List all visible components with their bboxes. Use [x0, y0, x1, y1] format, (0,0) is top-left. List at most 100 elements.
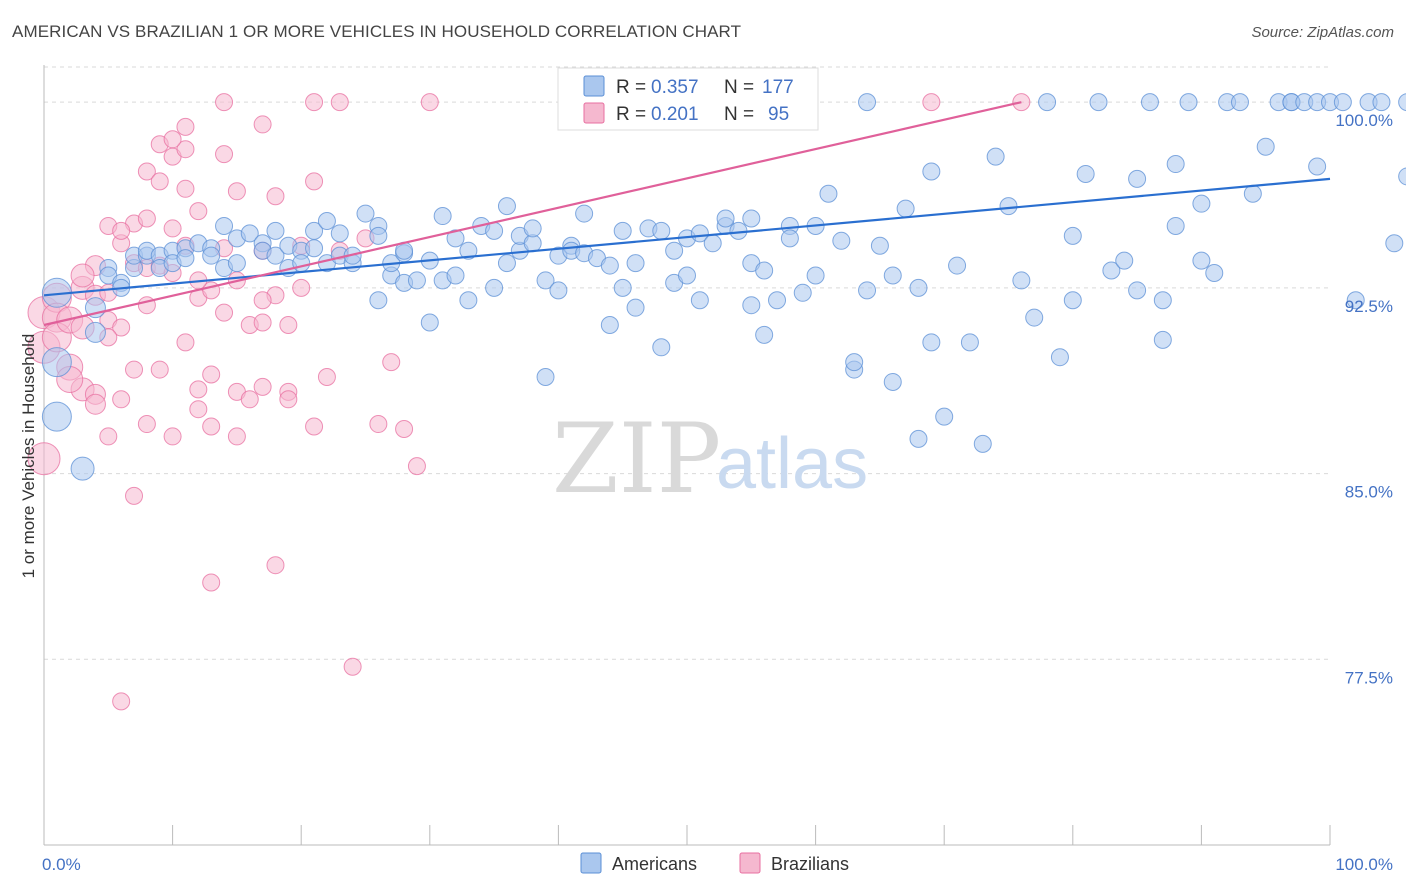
american-point-101 [742, 296, 761, 315]
brazilian-point-79 [395, 420, 414, 438]
american-point-150 [1192, 194, 1211, 213]
american-point-146 [1166, 216, 1185, 235]
american-point-63 [485, 278, 504, 297]
bottom-legend-swatch-americans [580, 852, 602, 874]
brazilian-point-88 [202, 573, 221, 592]
american-point-163 [1333, 93, 1352, 112]
source-label: Source: ZipAtlas.com [1251, 24, 1394, 41]
american-point-107 [793, 283, 812, 302]
american-point-125 [935, 407, 954, 426]
american-point-97 [716, 209, 735, 228]
american-point-114 [845, 353, 864, 372]
american-point-116 [858, 281, 877, 300]
brazilian-point-42 [189, 202, 208, 221]
brazilian-point-20 [112, 390, 131, 409]
y-tick-label-3: 77.5% [1345, 668, 1393, 687]
american-point-104 [768, 291, 787, 310]
legend-americans-n-value: 177 [762, 77, 794, 98]
y-tick-label-2: 85.0% [1345, 483, 1393, 502]
american-point-132 [1025, 308, 1044, 327]
american-point-130 [999, 197, 1018, 216]
brazilian-point-95 [922, 93, 941, 112]
american-point-58 [446, 229, 465, 248]
american-point-19 [176, 249, 195, 268]
bottom-legend-americans: Americans [612, 854, 697, 874]
american-point-136 [1063, 291, 1082, 310]
brazilian-point-90 [253, 291, 272, 310]
american-point-99 [742, 209, 761, 228]
american-point-112 [832, 231, 851, 250]
american-point-88 [652, 221, 671, 240]
american-point-124 [922, 162, 941, 181]
american-point-65 [497, 254, 516, 273]
american-point-135 [1063, 226, 1082, 245]
brazilian-point-23 [125, 360, 144, 379]
american-point-61 [459, 291, 478, 310]
brazilian-point-72 [317, 368, 336, 386]
american-point-30 [266, 221, 285, 240]
american-point-145 [1153, 330, 1172, 349]
brazilian-point-73 [330, 93, 349, 112]
y-tick-label-1: 92.5% [1345, 297, 1393, 316]
y-tick-labels: 100.0% 92.5% 85.0% 77.5% [1335, 111, 1393, 687]
american-point-53 [407, 271, 426, 290]
brazilian-point-44 [189, 380, 208, 399]
american-point-59 [446, 266, 465, 285]
brazilian-point-26 [137, 209, 156, 228]
american-point-119 [883, 372, 902, 391]
brazilian-point-62 [266, 187, 285, 206]
watermark: ZIP atlas [552, 403, 868, 515]
legend-brazilians-n-value: 95 [768, 104, 789, 125]
american-point-121 [909, 278, 928, 297]
brazilian-point-64 [266, 556, 285, 575]
american-point-149 [1192, 251, 1211, 270]
american-point-129 [986, 147, 1005, 166]
american-point-128 [973, 434, 992, 453]
brazilian-point-60 [253, 313, 272, 332]
brazilian-point-92 [112, 692, 131, 711]
brazilian-point-71 [305, 417, 324, 436]
brazilian-point-57 [240, 390, 259, 409]
brazilian-point-58 [253, 115, 272, 134]
american-point-94 [690, 291, 709, 310]
brazilian-point-69 [305, 93, 324, 112]
american-point-154 [1243, 184, 1262, 203]
brazilian-point-2 [27, 442, 61, 476]
american-point-40 [330, 224, 349, 243]
brazilian-point-52 [215, 303, 234, 322]
american-point-23 [215, 216, 234, 235]
brazilian-point-25 [137, 162, 156, 181]
legend-americans-n-label: N = [724, 77, 754, 98]
american-point-160 [1308, 157, 1327, 176]
chart-title: AMERICAN VS BRAZILIAN 1 OR MORE VEHICLES… [12, 22, 742, 41]
brazilian-point-47 [202, 365, 221, 384]
brazilian-point-30 [150, 172, 169, 191]
x-tick-label-1: 100.0% [1335, 855, 1393, 874]
american-point-77 [575, 204, 594, 223]
trend-lines [43, 101, 1331, 327]
american-point-83 [613, 221, 632, 240]
american-point-141 [1128, 281, 1147, 300]
american-point-122 [909, 429, 928, 448]
brazilian-point-80 [407, 457, 426, 476]
american-point-139 [1102, 261, 1121, 280]
american-point-92 [678, 266, 696, 285]
american-point-131 [1012, 271, 1031, 290]
brazilian-point-81 [420, 93, 439, 112]
watermark-zip: ZIP [552, 403, 721, 515]
legend-americans-r-value: 0.357 [651, 77, 699, 98]
watermark-atlas: atlas [716, 424, 868, 504]
american-point-31 [266, 246, 285, 265]
american-point-140 [1115, 251, 1134, 270]
american-point-118 [883, 266, 902, 285]
brazilian-point-41 [176, 333, 195, 352]
american-point-2 [41, 401, 72, 432]
brazilian-point-38 [176, 140, 195, 159]
american-point-46 [369, 226, 388, 245]
american-point-148 [1179, 93, 1198, 112]
x-tick-labels: 0.0% 100.0% [42, 855, 1393, 874]
legend-americans-r-label: R = [616, 77, 646, 98]
american-point-71 [536, 271, 555, 290]
american-point-89 [665, 241, 684, 260]
